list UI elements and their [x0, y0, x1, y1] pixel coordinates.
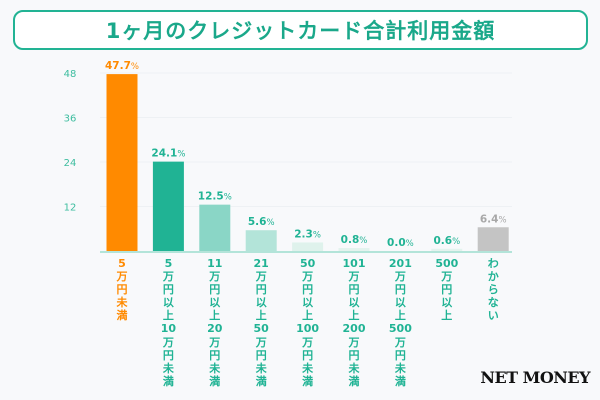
bar [292, 242, 324, 251]
data-label-value: 47.7 [105, 60, 131, 72]
data-label-unit: % [131, 62, 139, 72]
data-label: 0.8% [341, 234, 368, 246]
data-label-value: 2.3 [294, 228, 313, 240]
bar [106, 74, 138, 251]
data-label-value: 0.0 [387, 237, 406, 249]
data-label: 6.4% [480, 213, 507, 225]
data-label-unit: % [224, 193, 232, 203]
data-label-unit: % [266, 218, 274, 228]
data-label: 47.7% [105, 60, 139, 72]
data-label-unit: % [313, 230, 321, 240]
chart-title: 1ヶ月のクレジットカード合計利用金額 [13, 10, 588, 50]
x-category-label: 21 万 円 以 上 50 万 円 未 満 [253, 257, 269, 388]
data-label-value: 6.4 [480, 213, 499, 225]
x-category-label: 11 万 円 以 上 20 万 円 未 満 [207, 257, 223, 388]
bar [477, 227, 509, 251]
data-label-value: 0.6 [433, 235, 452, 247]
data-label-value: 24.1 [151, 148, 177, 160]
x-category-label: わ か ら な い [487, 257, 499, 323]
data-label: 0.0% [387, 237, 414, 249]
y-tick-label: 36 [64, 114, 77, 125]
x-category-label: 5 万 円 未 満 [116, 257, 128, 323]
x-category-label: 101 万 円 以 上 200 万 円 未 満 [342, 257, 366, 388]
bar [338, 248, 370, 251]
x-category-label: 5 万 円 以 上 10 万 円 未 満 [160, 257, 177, 388]
data-label: 0.6% [433, 235, 460, 247]
data-label-unit: % [359, 236, 367, 246]
data-label-value: 12.5 [198, 191, 224, 203]
x-category-label: 500 万 円 以 上 [435, 257, 459, 323]
data-label-unit: % [406, 239, 414, 249]
data-label: 2.3% [294, 228, 321, 240]
bar [245, 230, 277, 251]
y-tick-label: 24 [64, 158, 77, 169]
bar [152, 161, 184, 251]
data-label-unit: % [452, 237, 460, 247]
data-label: 5.6% [248, 216, 275, 228]
bar [431, 248, 463, 251]
y-tick-label: 48 [64, 69, 77, 80]
data-label-value: 5.6 [248, 216, 267, 228]
data-label-value: 0.8 [341, 234, 360, 246]
data-label-unit: % [498, 215, 506, 225]
y-tick-label: 12 [64, 203, 77, 214]
netmoney-logo: NET MONEY [480, 368, 590, 387]
bar [199, 204, 231, 251]
data-label: 12.5% [198, 191, 232, 203]
data-label-unit: % [177, 150, 185, 160]
x-category-label: 201 万 円 以 上 500 万 円 未 満 [388, 257, 412, 388]
data-label: 24.1% [151, 148, 185, 160]
x-category-label: 50 万 円 以 上 100 万 円 未 満 [296, 257, 320, 388]
